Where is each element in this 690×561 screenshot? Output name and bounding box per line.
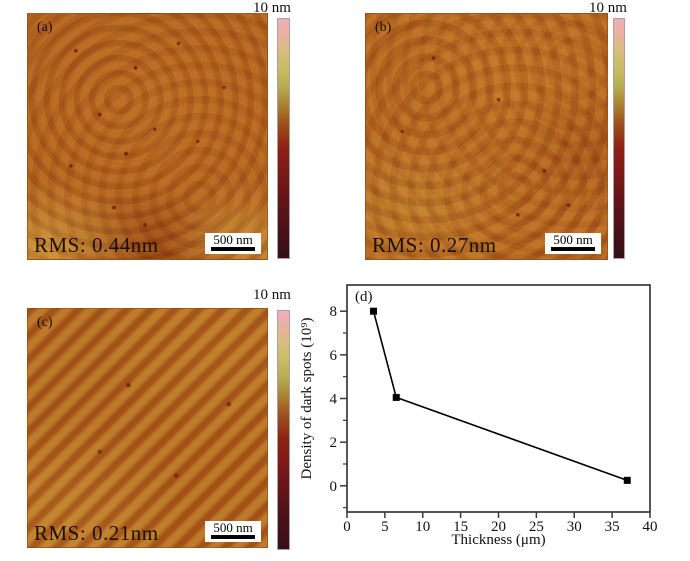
panel-label-d: (d) — [355, 289, 373, 305]
scalebar-line-a — [211, 247, 255, 251]
chart-panel-d: 0 5 10 15 20 25 30 35 40 0 2 4 6 8 Thickness (μm) Densi… — [299, 284, 658, 548]
colorbar-c — [277, 310, 290, 550]
afm-image-c: (c) RMS: 0.21nm 500 nm — [27, 308, 268, 548]
y-tick-label: 6 — [330, 348, 338, 364]
scalebar-line-c — [211, 535, 255, 539]
y-tick-label: 2 — [330, 435, 338, 451]
x-tick-label: 20 — [491, 519, 506, 535]
scalebar-text-b: 500 nm — [553, 232, 593, 247]
panel-label-c: (c) — [37, 315, 53, 330]
colorbar-b — [613, 18, 625, 259]
scalebar-c: 500 nm — [205, 521, 261, 542]
axes-frame — [346, 284, 651, 513]
x-tick-label: 10 — [415, 519, 430, 535]
colorbar-label-a: 10 nm — [253, 0, 291, 16]
colorbar-a — [277, 18, 290, 259]
x-tick-label: 40 — [643, 519, 658, 535]
x-tick-label: 35 — [605, 519, 620, 535]
y-tick-label: 8 — [330, 304, 338, 320]
rms-label-c: RMS: 0.21nm — [34, 521, 159, 545]
panel-label-b: (b) — [375, 20, 392, 35]
x-tick-label: 15 — [453, 519, 468, 535]
x-tick-label: 30 — [567, 519, 582, 535]
x-axis-title: Thickness (μm) — [451, 532, 545, 548]
rms-label-b: RMS: 0.27nm — [372, 233, 497, 257]
scalebar-b: 500 nm — [545, 233, 601, 254]
y-axis-title: Density of dark spots (10⁹) — [299, 318, 315, 480]
scalebar-a: 500 nm — [205, 233, 261, 254]
x-tick-label: 0 — [343, 519, 351, 535]
data-line — [372, 310, 628, 482]
rms-label-a: RMS: 0.44nm — [34, 233, 159, 257]
colorbar-label-b: 10 nm — [589, 0, 627, 16]
y-tick-label: 4 — [330, 392, 338, 408]
colorbar-label-c: 10 nm — [253, 287, 291, 303]
scalebar-line-b — [551, 247, 595, 251]
panel-label-a: (a) — [37, 20, 53, 35]
afm-image-a: (a) RMS: 0.44nm 500 nm — [27, 13, 268, 260]
afm-image-b: (b) RMS: 0.27nm 500 nm — [365, 13, 608, 260]
y-tick-label: 0 — [330, 479, 338, 495]
data-point-marker — [392, 393, 400, 401]
x-tick-label: 5 — [381, 519, 389, 535]
scalebar-text-a: 500 nm — [213, 232, 253, 247]
scalebar-text-c: 500 nm — [213, 520, 253, 535]
data-point-marker — [370, 307, 378, 315]
data-point-marker — [623, 476, 631, 484]
x-tick-label: 25 — [529, 519, 544, 535]
